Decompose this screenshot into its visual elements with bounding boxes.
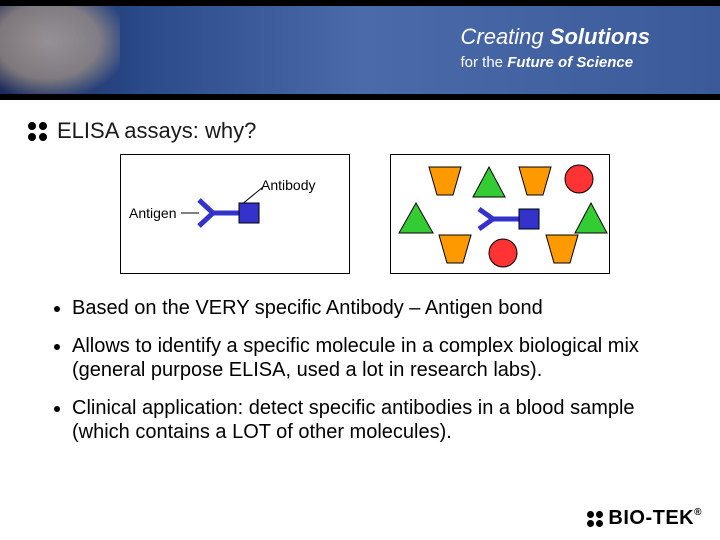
logo-registered: ® (694, 507, 702, 518)
trapezoid-icon (439, 235, 471, 263)
bullet-list: Based on the VERY specific Antibody – An… (50, 296, 670, 444)
circle-icon (489, 239, 517, 267)
triangle-icon (473, 167, 505, 197)
bullet-item: Based on the VERY specific Antibody – An… (72, 296, 670, 320)
trapezoid-icon (546, 235, 578, 263)
antigen-icon (239, 203, 259, 223)
banner-line2-em: Future of Science (507, 54, 633, 71)
diagram-antigen-antibody: Antigen Antibody (120, 154, 350, 274)
banner-face-graphic (0, 6, 120, 94)
bullet-item: Clinical application: detect specific an… (72, 396, 670, 444)
banner-line2-prefix: for the (461, 54, 508, 71)
banner-text: Creating Solutions for the Future of Sci… (461, 24, 651, 71)
diagram-complex-mix (390, 154, 610, 274)
circle-icon (565, 165, 593, 193)
label-antibody: Antibody (261, 177, 315, 193)
slide-title-row: ELISA assays: why? (28, 118, 720, 144)
antigen-icon (519, 209, 539, 229)
header-banner: Creating Solutions for the Future of Sci… (0, 0, 720, 100)
diagram-row: Antigen Antibody (120, 154, 720, 274)
label-antigen: Antigen (129, 205, 176, 221)
banner-line1-prefix: Creating (461, 24, 550, 49)
title-bullet-icon (28, 122, 47, 141)
footer-logo: BIO-TEK® (587, 507, 702, 530)
svg-mix (391, 155, 611, 275)
antibody-icon (479, 209, 519, 229)
trapezoid-icon (429, 167, 461, 195)
antibody-icon (199, 200, 239, 226)
bullet-item: Allows to identify a specific molecule i… (72, 334, 670, 382)
trapezoid-icon (519, 167, 551, 195)
slide-title: ELISA assays: why? (57, 118, 256, 144)
logo-text: BIO-TEK (608, 507, 694, 529)
triangle-icon (575, 203, 607, 233)
banner-line1-em: Solutions (550, 24, 650, 49)
logo-dots-icon (587, 511, 603, 527)
triangle-icon (399, 203, 433, 233)
